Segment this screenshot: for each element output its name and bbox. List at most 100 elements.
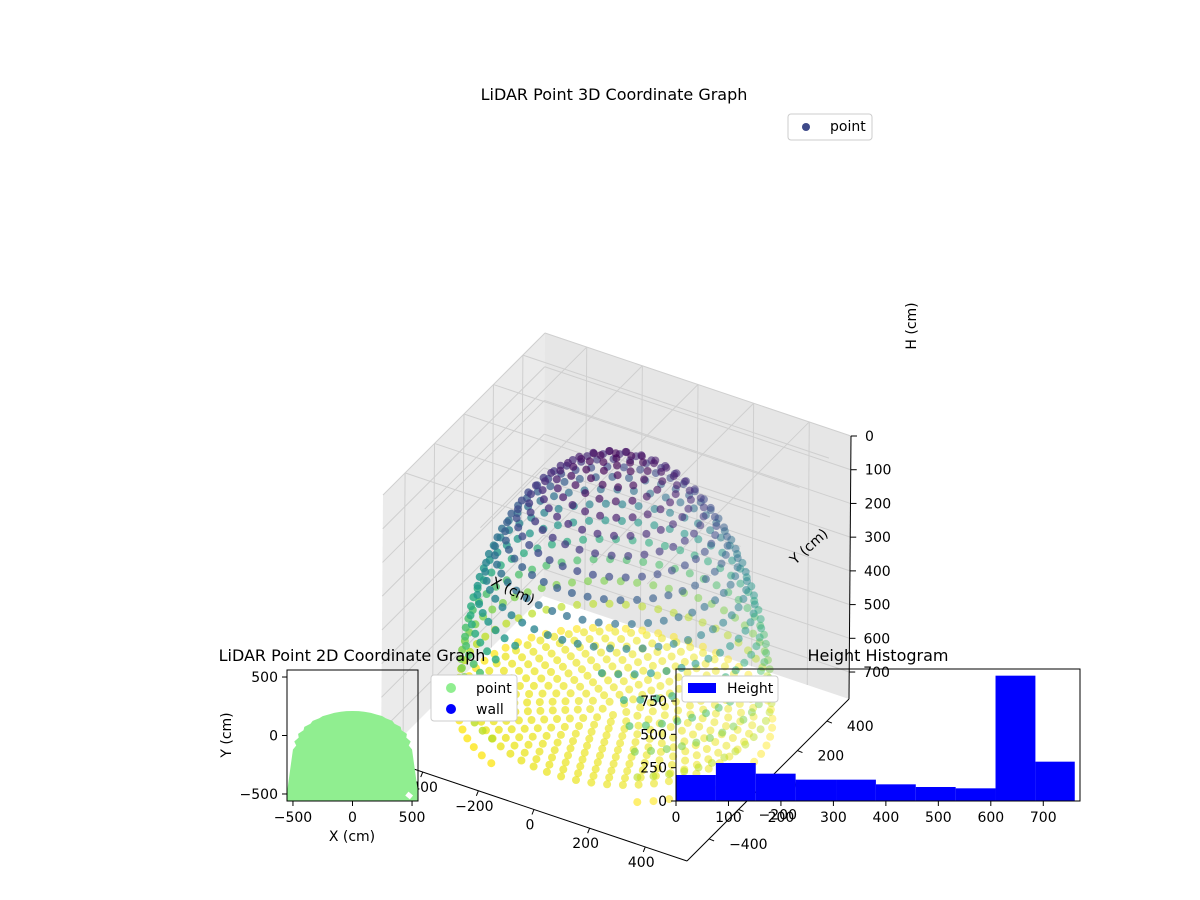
lidar-point-3d xyxy=(592,663,601,671)
lidar-point-3d xyxy=(581,649,590,658)
lidar-point-3d xyxy=(601,499,610,508)
lidar-point-3d xyxy=(502,619,511,628)
lidar-point-3d xyxy=(510,593,519,602)
lidar-point-3d xyxy=(550,746,559,755)
lidar-point-3d xyxy=(627,620,636,629)
legend-2d-wall-label: wall xyxy=(476,702,504,718)
lidar-point-3d xyxy=(585,516,594,525)
grid-y-left xyxy=(461,413,465,678)
lidar-point-3d xyxy=(552,475,561,484)
lidar-point-3d xyxy=(707,539,716,548)
lidar-point-3d xyxy=(686,643,695,652)
x-tick-label-hist: 700 xyxy=(1030,810,1057,826)
lidar-point-3d xyxy=(541,661,550,670)
lidar-point-3d xyxy=(699,512,708,521)
lidar-point-3d xyxy=(739,715,748,724)
lidar-point-3d xyxy=(756,615,765,624)
lidar-point-3d xyxy=(685,486,694,495)
lidar-point-3d xyxy=(538,486,547,495)
lidar-point-3d xyxy=(607,766,616,775)
lidar-point-3d xyxy=(650,779,658,788)
lidar-point-3d xyxy=(669,752,678,761)
z-tick-label-3d: 600 xyxy=(863,631,890,647)
lidar-point-3d xyxy=(755,633,764,642)
lidar-point-3d xyxy=(749,629,757,638)
chart-3d: LiDAR Point 3D Coordinate Graph −400 −200… xyxy=(380,85,920,871)
lidar-point-3d xyxy=(607,551,616,560)
legend-3d-label: point xyxy=(830,119,866,135)
lidar-point-3d xyxy=(637,452,646,461)
lidar-point-3d xyxy=(643,653,652,661)
lidar-point-3d xyxy=(595,494,604,503)
lidar-point-3d xyxy=(690,529,698,538)
lidar-point-3d xyxy=(591,549,600,558)
grid-z-back xyxy=(544,399,851,504)
lidar-point-3d xyxy=(683,668,692,677)
lidar-point-3d xyxy=(650,505,659,513)
lidar-point-3d xyxy=(503,578,512,587)
lidar-point-3d xyxy=(558,562,567,571)
lidar-point-3d xyxy=(593,529,602,538)
lidar-point-3d xyxy=(724,704,733,713)
lidar-point-3d xyxy=(676,546,685,555)
lidar-point-3d xyxy=(722,722,730,731)
lidar-point-3d xyxy=(761,639,770,648)
lidar-point-3d xyxy=(711,596,720,605)
lidar-point-3d xyxy=(530,667,539,676)
lidar-point-3d xyxy=(547,668,555,676)
lidar-point-3d xyxy=(645,538,653,547)
grid-x-back xyxy=(639,365,643,629)
lidar-point-3d xyxy=(602,731,611,740)
grid-y-top xyxy=(493,384,800,489)
lidar-point-3d xyxy=(719,618,728,627)
lidar-point-3d xyxy=(741,626,750,635)
lidar-point-3d xyxy=(559,493,568,502)
legend-hist-swatch xyxy=(688,683,716,693)
lidar-point-3d xyxy=(698,642,707,651)
ticks-2d: −500 0 500 −500 0 500 xyxy=(240,670,426,826)
lidar-point-3d xyxy=(639,666,648,675)
grid-x-back xyxy=(806,421,810,685)
lidar-point-3d xyxy=(712,522,721,530)
lidar-point-3d xyxy=(512,514,521,523)
lidar-point-3d xyxy=(566,652,575,661)
lidar-point-3d xyxy=(478,726,487,735)
lidar-point-3d xyxy=(640,475,649,484)
lidar-point-3d xyxy=(701,575,710,584)
lidar-point-3d xyxy=(723,631,732,640)
x-tick-label-hist: 200 xyxy=(768,810,795,826)
lidar-point-3d xyxy=(586,705,595,714)
lidar-point-3d xyxy=(691,581,700,590)
x-tick-label-hist: 0 xyxy=(672,810,681,826)
histogram-bar xyxy=(676,775,716,801)
lidar-point-3d xyxy=(595,627,604,636)
lidar-point-3d xyxy=(578,755,587,764)
lidar-point-3d xyxy=(503,518,512,527)
lidar-point-3d xyxy=(625,722,634,731)
plot-frame-hist xyxy=(675,668,1081,802)
lidar-point-3d xyxy=(676,647,685,656)
chart-2d-title: LiDAR Point 2D Coordinate Graph xyxy=(219,646,486,665)
lidar-point-3d xyxy=(529,762,538,771)
lidar-point-3d xyxy=(514,570,523,579)
x-tick-label-3d: 0 xyxy=(526,818,535,834)
lidar-point-3d xyxy=(649,772,658,781)
lidar-point-3d xyxy=(604,676,613,685)
lidar-point-3d xyxy=(614,483,623,492)
lidar-point-3d xyxy=(589,771,598,780)
x-tick-label-3d: 200 xyxy=(572,836,599,852)
lidar-point-3d xyxy=(569,737,577,746)
lidar-point-3d xyxy=(634,721,643,730)
lidar-point-3d xyxy=(553,484,562,493)
lidar-point-3d xyxy=(573,567,582,576)
lidar-point-3d xyxy=(642,529,651,538)
z-axis-line-3d xyxy=(848,435,852,700)
z-tick-label-3d: 500 xyxy=(864,598,891,614)
lidar-point-3d xyxy=(648,707,657,716)
lidar-point-3d xyxy=(667,652,676,661)
lidar-point-3d xyxy=(481,567,490,576)
x-tick-label-3d: 400 xyxy=(628,855,655,871)
lidar-point-3d xyxy=(626,531,635,540)
lidar-point-3d xyxy=(765,708,774,717)
lidar-point-3d xyxy=(640,550,649,559)
